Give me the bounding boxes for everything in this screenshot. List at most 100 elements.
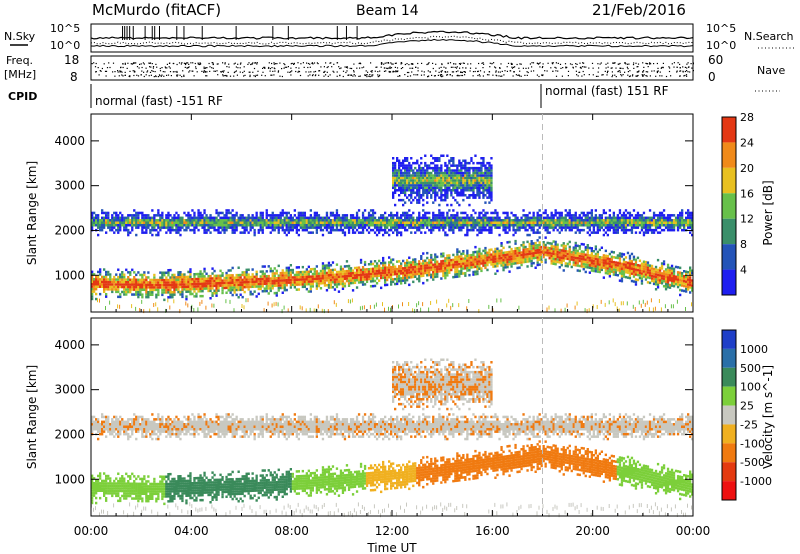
power-cell xyxy=(402,181,405,185)
power-cell xyxy=(432,211,435,215)
freq-dot xyxy=(203,70,205,72)
power-cell xyxy=(247,273,250,276)
power-cell xyxy=(255,278,258,281)
power-cell xyxy=(388,233,391,237)
power-cell xyxy=(323,279,327,282)
power-cell xyxy=(193,277,196,281)
power-cell xyxy=(217,286,220,290)
power-cell xyxy=(426,164,429,167)
power-cell xyxy=(506,219,509,222)
freq-dot xyxy=(359,67,361,69)
power-cell xyxy=(165,214,168,217)
power-cell xyxy=(454,179,457,182)
freq-dot xyxy=(159,67,161,70)
freq-dot xyxy=(440,75,442,77)
power-cell xyxy=(392,278,395,281)
power-cell xyxy=(241,221,244,224)
freq-dot xyxy=(192,62,194,64)
power-cell xyxy=(271,284,274,288)
power-cell xyxy=(119,228,122,232)
power-cell xyxy=(265,214,268,217)
power-cell xyxy=(203,284,206,288)
power-cell xyxy=(295,219,299,222)
power-cell xyxy=(155,228,158,232)
power-cell xyxy=(349,277,353,280)
power-cell xyxy=(490,263,493,266)
freq-dot xyxy=(297,71,299,73)
power-cell xyxy=(400,161,403,165)
power-cell xyxy=(261,275,264,278)
freq-dot xyxy=(124,71,126,73)
power-cell xyxy=(486,171,489,175)
power-cell xyxy=(153,286,156,289)
power-cell xyxy=(434,265,437,269)
power-cell xyxy=(187,226,190,229)
power-cell xyxy=(151,221,154,224)
power-cell xyxy=(211,221,214,224)
freq-dot xyxy=(601,74,603,76)
power-cell xyxy=(373,284,377,288)
power-cell xyxy=(460,228,463,232)
power-cell xyxy=(444,257,447,260)
power-cell xyxy=(500,244,503,247)
power-cell xyxy=(215,279,218,283)
power-cell xyxy=(438,221,441,224)
freq-dot xyxy=(317,63,319,65)
power-cell xyxy=(93,280,96,283)
freq-dot xyxy=(389,66,391,68)
power-cell xyxy=(472,179,475,182)
power-cell xyxy=(351,289,355,292)
power-cell xyxy=(349,214,353,217)
freq-dot xyxy=(297,62,299,64)
power-cell xyxy=(243,219,246,222)
power-cell xyxy=(241,304,243,308)
power-cell xyxy=(227,211,230,215)
power-cell xyxy=(175,281,178,284)
power-cell xyxy=(243,231,246,234)
power-cell xyxy=(161,224,164,227)
power-cell xyxy=(522,253,525,256)
power-cell xyxy=(528,233,531,237)
power-cell xyxy=(159,271,162,274)
power-cell xyxy=(424,154,427,157)
power-cell xyxy=(331,219,335,222)
power-cell xyxy=(317,279,321,283)
power-cell xyxy=(211,292,214,295)
power-cell xyxy=(301,228,305,232)
freq-dot xyxy=(327,75,329,77)
power-cell xyxy=(472,184,475,187)
power-cell xyxy=(474,194,477,197)
power-cell xyxy=(193,219,196,222)
freq-dot xyxy=(483,63,485,65)
power-cell xyxy=(297,271,301,274)
power-cell xyxy=(175,224,178,227)
power-cell xyxy=(424,259,427,262)
power-cell xyxy=(181,288,184,291)
power-cell xyxy=(279,286,282,290)
power-cell xyxy=(524,228,527,232)
power-cell xyxy=(446,203,449,207)
power-cell xyxy=(111,216,114,220)
power-cell xyxy=(392,219,395,222)
power-cell xyxy=(181,293,184,296)
power-cell xyxy=(500,264,503,267)
power-cell xyxy=(163,298,166,302)
power-cell xyxy=(311,219,315,222)
power-cell xyxy=(323,219,327,222)
freq-dot xyxy=(461,71,463,73)
power-cell xyxy=(524,226,527,229)
power-cell xyxy=(394,164,397,167)
power-cell xyxy=(462,264,465,268)
power-cell xyxy=(179,283,182,286)
freq-dot xyxy=(519,75,521,77)
power-cell xyxy=(167,226,170,229)
power-cell xyxy=(137,283,140,286)
power-cell xyxy=(209,287,212,290)
power-cell xyxy=(488,231,491,234)
power-cell xyxy=(323,267,327,270)
freq-dot xyxy=(657,67,659,69)
power-cell xyxy=(139,224,142,227)
power-cell xyxy=(424,231,427,234)
power-cell xyxy=(524,221,527,224)
power-cell xyxy=(273,277,276,280)
